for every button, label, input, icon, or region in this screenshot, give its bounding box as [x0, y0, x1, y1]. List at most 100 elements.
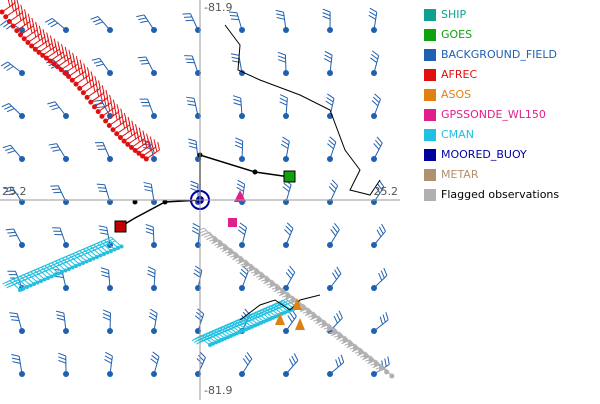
- obs-dot: [78, 263, 82, 267]
- wind-barb: [12, 362, 20, 364]
- wind-barb: [240, 273, 246, 278]
- obs-dot: [239, 27, 245, 33]
- wind-barb: [148, 267, 155, 270]
- obs-dot: [151, 328, 157, 334]
- wind-barb: [94, 61, 102, 63]
- wind-barb: [138, 18, 146, 20]
- obs-dot: [99, 114, 104, 119]
- wind-barb: [11, 355, 19, 357]
- wind-barb: [93, 100, 101, 101]
- obs-dot: [63, 27, 69, 33]
- wind-barb: [329, 186, 335, 192]
- obs-dot: [109, 249, 113, 253]
- wind-barb: [233, 96, 241, 98]
- lon-label: -81.9: [204, 1, 232, 14]
- wind-barb: [333, 226, 338, 232]
- obs-dot: [81, 90, 86, 95]
- obs-dot: [70, 78, 75, 83]
- obs-dot: [239, 156, 245, 162]
- wind-barb: [284, 183, 290, 188]
- wind-barb: [146, 232, 154, 235]
- wind-barb: [290, 313, 294, 320]
- wind-barb: [280, 95, 287, 98]
- wind-barb: [151, 359, 157, 364]
- obs-dot: [151, 156, 157, 162]
- obs-dot: [371, 285, 377, 291]
- obs-dot: [60, 270, 64, 274]
- obs-dot: [111, 127, 116, 132]
- wind-barb: [231, 54, 239, 56]
- wind-barb: [58, 360, 65, 363]
- wind-barb: [290, 266, 295, 272]
- wind-barb: [338, 357, 341, 365]
- obs-dot: [46, 276, 50, 280]
- obs-dot: [283, 328, 289, 334]
- sonde-marker: [228, 218, 237, 227]
- legend-swatch: [424, 69, 436, 81]
- wind-barb: [332, 273, 336, 280]
- wind-barb: [147, 274, 154, 277]
- wind-barb: [57, 318, 65, 320]
- obs-dot: [74, 264, 78, 268]
- obs-dot: [327, 70, 333, 76]
- obs-dot: [144, 156, 149, 161]
- wind-barb: [372, 51, 378, 56]
- wind-barb: [369, 15, 376, 19]
- wind-barb: [140, 21, 148, 23]
- wind-barb: [100, 233, 108, 234]
- wind-barb: [0, 21, 6, 26]
- obs-dot: [118, 135, 123, 140]
- wind-barb: [283, 187, 289, 192]
- wind-barb: [235, 145, 242, 148]
- obs-dot: [22, 287, 26, 291]
- wind-barb: [323, 16, 330, 19]
- obs-dot: [151, 27, 157, 33]
- obs-dot: [114, 131, 119, 136]
- obs-dot: [50, 275, 54, 279]
- wind-barb: [98, 188, 106, 189]
- wind-barb: [239, 226, 245, 231]
- obs-dot: [11, 24, 16, 29]
- legend-swatch: [424, 169, 436, 181]
- wind-barb: [99, 226, 107, 227]
- wind-barb: [287, 223, 293, 229]
- wind-barb: [50, 105, 58, 107]
- wind-barb: [58, 353, 65, 356]
- wind-barb: [196, 312, 202, 317]
- wind-barb: [277, 17, 285, 19]
- obs-dot: [85, 95, 90, 100]
- obs-dot: [19, 242, 25, 248]
- wind-barb: [56, 276, 64, 277]
- obs-dot: [25, 40, 30, 45]
- obs-dot: [103, 119, 108, 124]
- obs-dot: [71, 266, 75, 270]
- obs-dot: [389, 374, 394, 379]
- wind-barb: [5, 148, 13, 151]
- legend-swatch: [424, 29, 436, 41]
- obs-dot: [85, 260, 89, 264]
- legend-swatch: [424, 129, 436, 141]
- wind-barb: [71, 60, 73, 68]
- wind-barb: [329, 140, 335, 145]
- wind-barb: [189, 146, 197, 148]
- obs-dot: [283, 156, 289, 162]
- wind-barb: [237, 184, 244, 188]
- wind-barb: [146, 224, 154, 227]
- legend-swatch: [424, 109, 436, 121]
- wind-barb: [384, 268, 387, 275]
- wind-barb: [235, 138, 242, 141]
- wind-barb: [200, 352, 206, 358]
- legend-label: AFREC: [441, 68, 477, 81]
- obs-dot: [371, 371, 377, 377]
- wind-barb: [50, 186, 58, 187]
- obs-dot: [283, 113, 289, 119]
- obs-dot: [92, 257, 96, 261]
- wind-barb: [241, 269, 247, 274]
- obs-dot: [88, 100, 93, 105]
- wind-barb: [278, 56, 286, 59]
- legend-swatch: [424, 89, 436, 101]
- wind-barb: [374, 143, 379, 149]
- wind-barb: [231, 19, 239, 20]
- wind-barb: [278, 60, 286, 63]
